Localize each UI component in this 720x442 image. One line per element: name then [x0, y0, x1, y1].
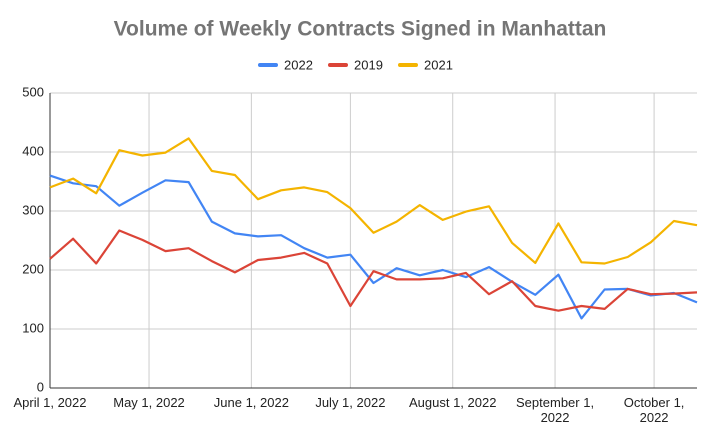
x-tick-label: April 1, 2022	[13, 395, 87, 410]
series-line	[49, 137, 698, 265]
y-tick-label: 300	[22, 202, 44, 217]
y-tick-label: 500	[22, 84, 44, 99]
legend-label: 2019	[354, 57, 383, 72]
x-tick-label: July 1, 2022	[315, 395, 386, 410]
x-tick-label: October 1, 2022	[623, 395, 685, 425]
series-line	[49, 174, 698, 320]
legend-label: 2021	[424, 57, 453, 72]
y-tick-label: 100	[22, 320, 44, 335]
chart-title: Volume of Weekly Contracts Signed in Man…	[114, 18, 607, 41]
y-tick-label: 0	[37, 379, 44, 394]
x-tick-label: June 1, 2022	[213, 395, 289, 410]
x-tick-label: September 1, 2022	[516, 395, 595, 425]
legend-label: 2022	[284, 57, 313, 72]
y-tick-label: 200	[22, 261, 44, 276]
x-tick-label: May 1, 2022	[113, 395, 185, 410]
y-tick-label: 400	[22, 143, 44, 158]
series-line	[49, 229, 698, 312]
x-tick-label: August 1, 2022	[408, 395, 497, 410]
